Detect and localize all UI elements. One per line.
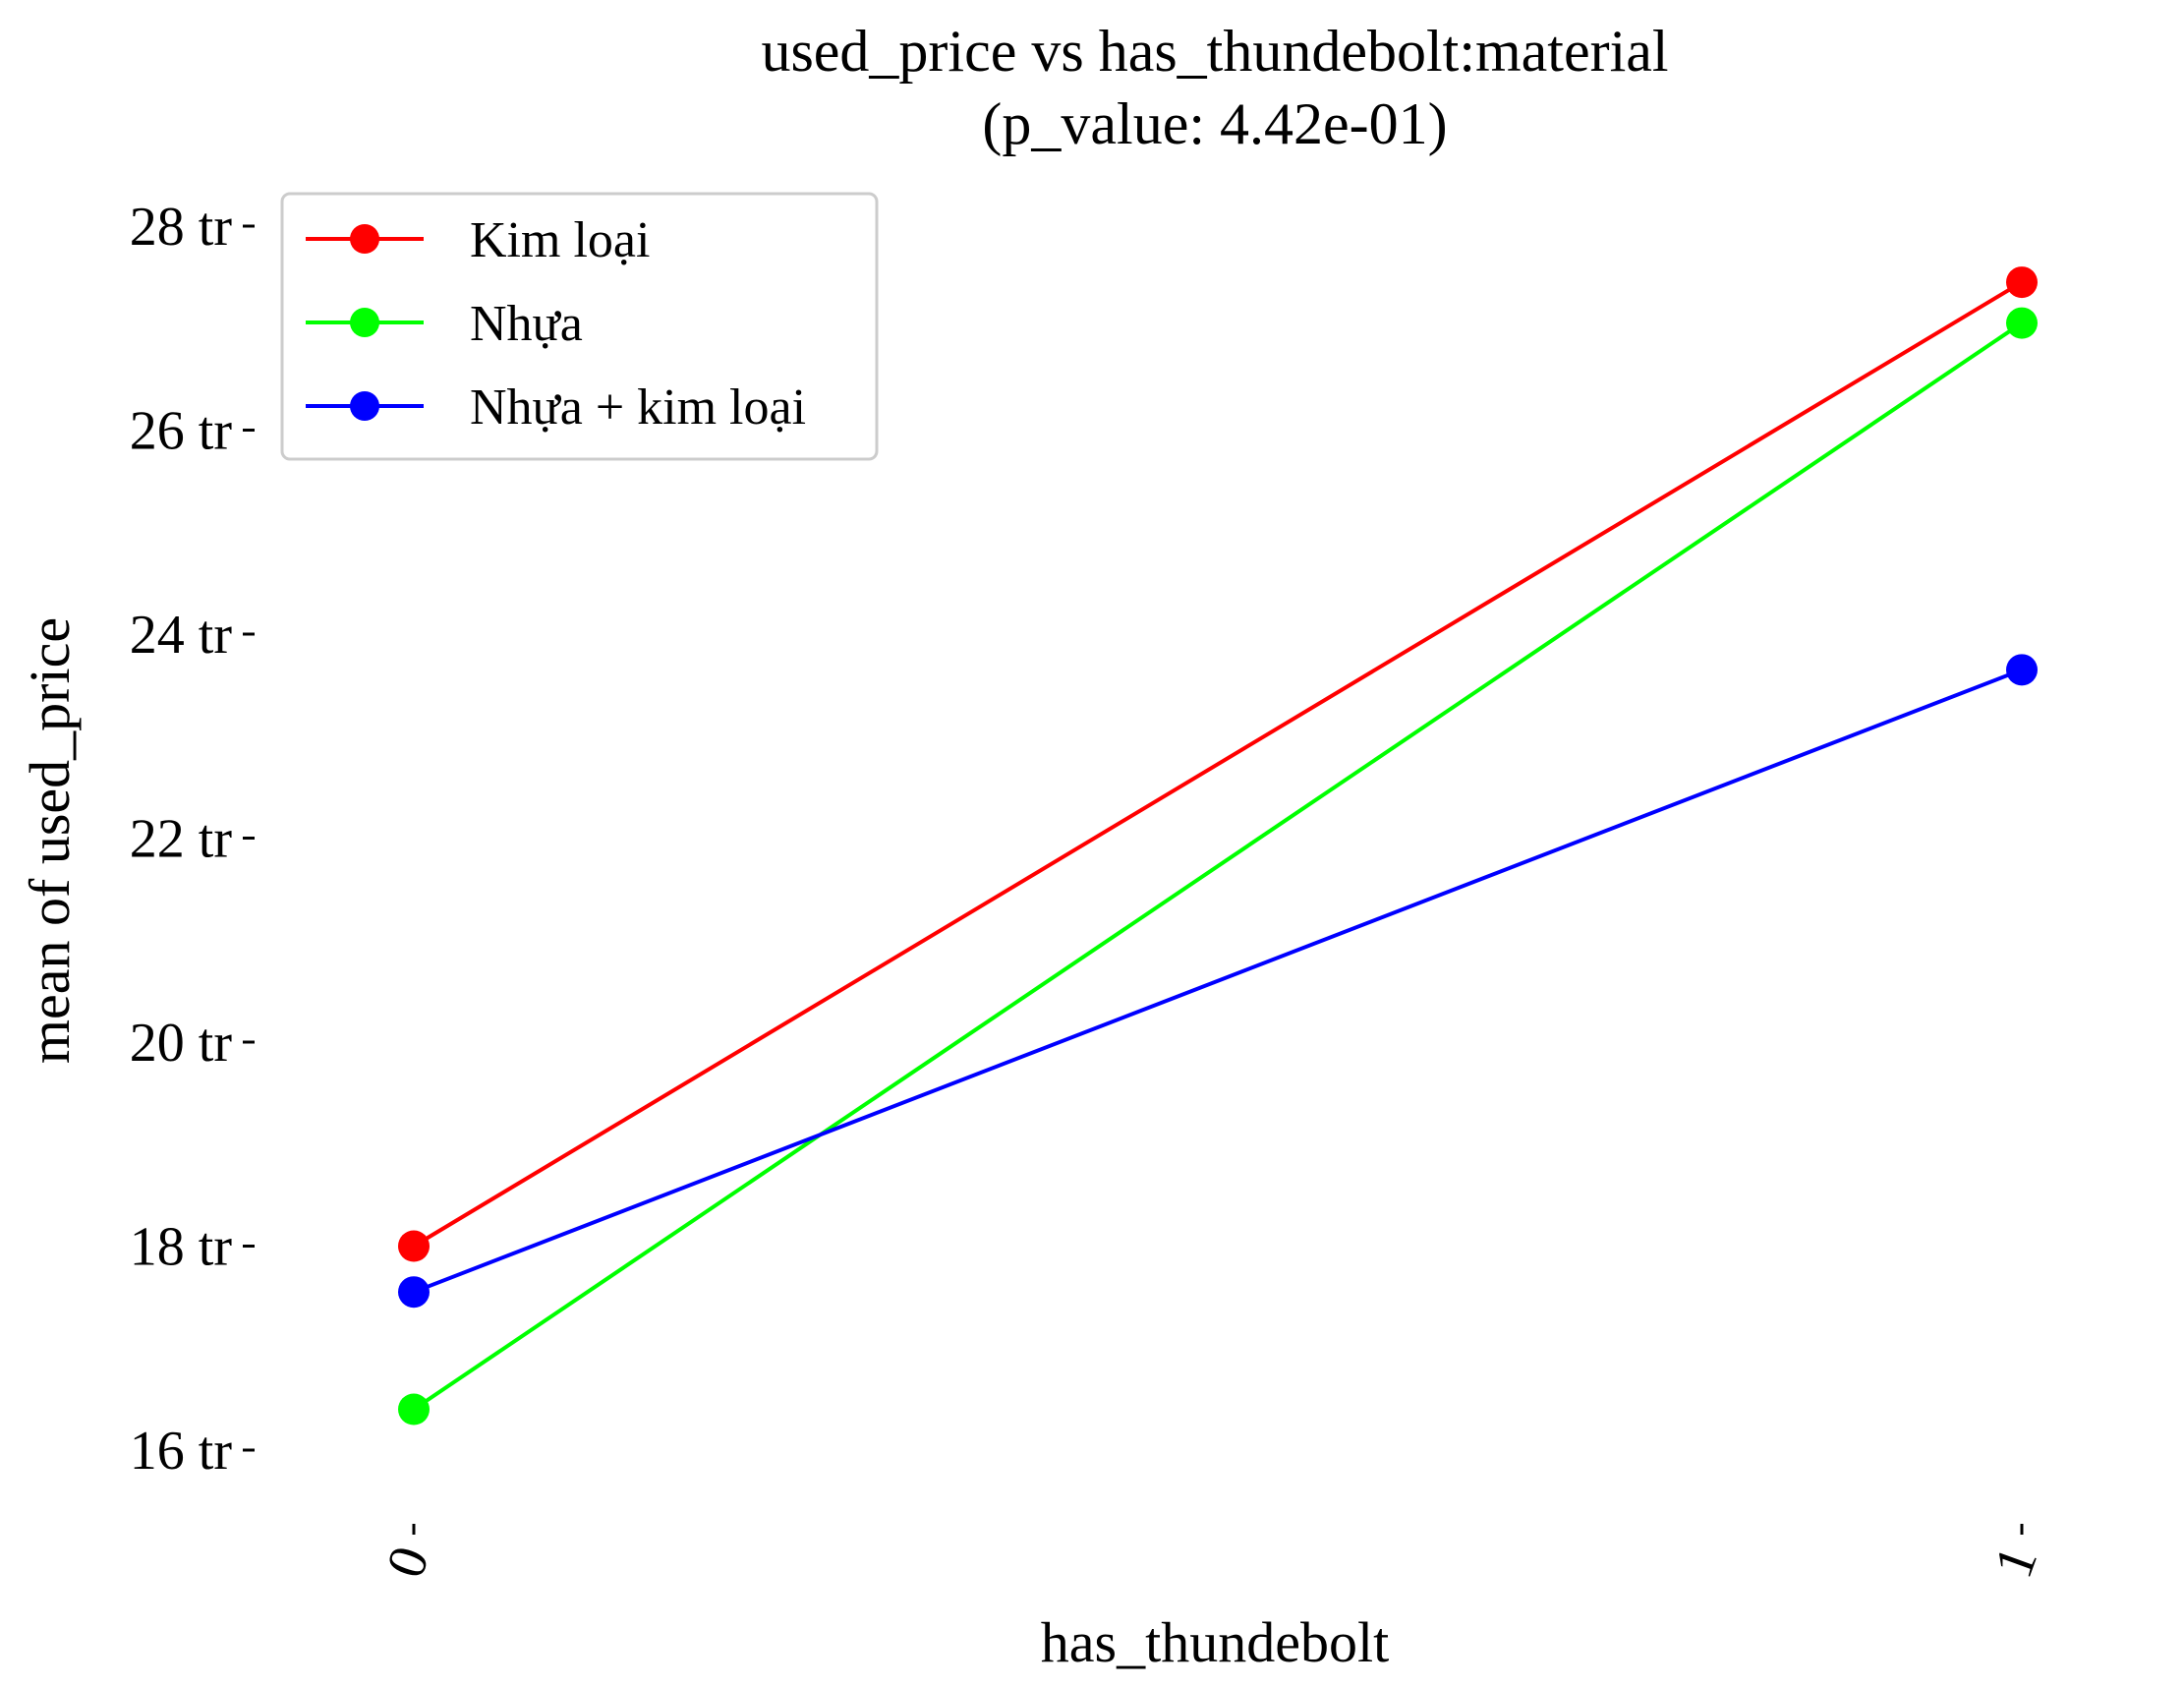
series-line (412, 280, 2024, 1249)
chart-title: used_price vs has_thundebolt:material (761, 19, 1668, 84)
legend-entry-3: Nhựa + kim loại (306, 379, 806, 436)
series-layer (398, 266, 2038, 1426)
data-point (2006, 307, 2038, 339)
x-tick-label: 1 (1983, 1539, 2049, 1586)
data-point (2006, 654, 2038, 686)
x-axis-label: has_thundebolt (1041, 1610, 1389, 1674)
legend-label: Nhựa + kim loại (470, 379, 806, 436)
y-tick-label: 28 tr (130, 197, 233, 258)
y-axis-label: mean of used_price (18, 617, 82, 1064)
y-tick-label: 16 tr (130, 1421, 233, 1482)
legend-entry-1: Kim loại (306, 212, 650, 268)
y-tick-label: 26 tr (130, 401, 233, 462)
legend-label: Kim loại (470, 212, 650, 268)
data-point (398, 1230, 430, 1262)
chart-subtitle: (p_value: 4.42e-01) (982, 91, 1447, 156)
series-line (412, 320, 2024, 1412)
y-tick-label: 20 tr (130, 1013, 233, 1074)
legend-label: Nhựa (470, 296, 583, 352)
series-line (413, 668, 2023, 1295)
y-tick-label: 18 tr (130, 1217, 233, 1278)
data-point (2006, 266, 2038, 299)
legend-entry-2: Nhựa (306, 296, 583, 352)
data-point (398, 1393, 430, 1426)
data-point (398, 1276, 430, 1309)
y-tick-label: 24 tr (130, 605, 233, 666)
x-tick-label: 0 (374, 1539, 441, 1586)
legend: Kim loại Nhựa Nhựa + kim loại (280, 192, 879, 461)
legend-marker (350, 224, 379, 254)
y-tick-label: 22 tr (130, 809, 233, 870)
legend-marker (350, 391, 379, 421)
legend-marker (350, 308, 379, 337)
y-axis-ticks: 16 tr 18 tr 20 tr 22 tr 24 tr 26 tr 28 tr (130, 197, 255, 1482)
legend-frame (280, 192, 879, 461)
